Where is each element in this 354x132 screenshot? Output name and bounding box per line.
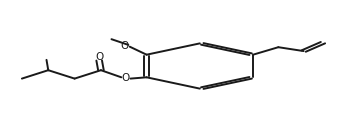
Text: O: O	[95, 52, 103, 62]
Text: O: O	[121, 41, 129, 51]
Text: O: O	[121, 73, 130, 83]
